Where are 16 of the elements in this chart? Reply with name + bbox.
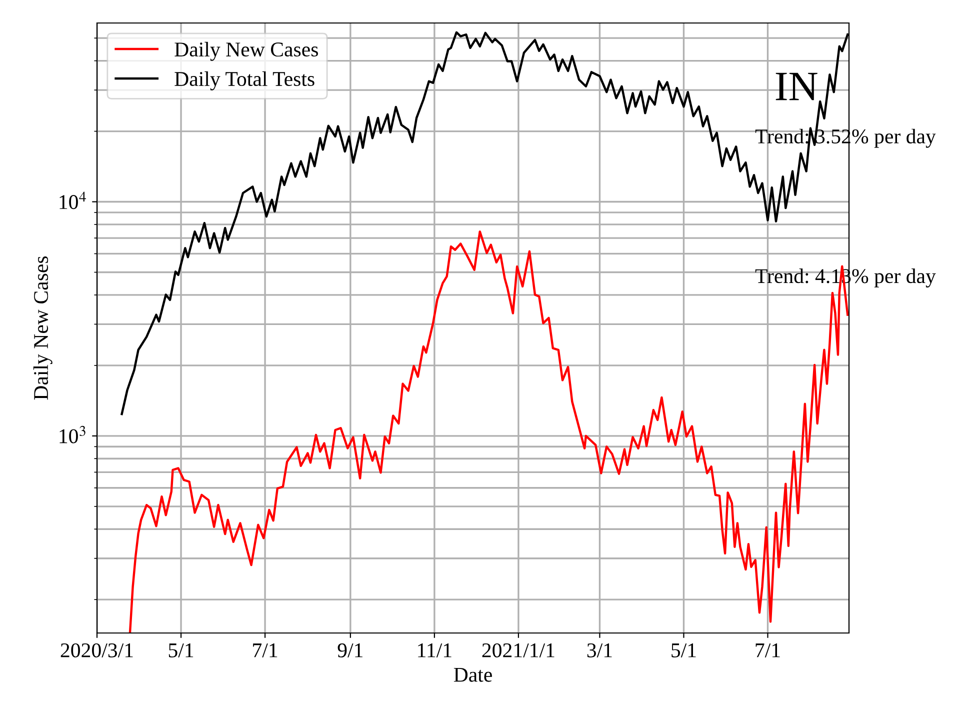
x-tick-label: 9/1	[338, 643, 362, 658]
x-tick-label: 7/1	[756, 643, 780, 658]
x-tick-label: 2020/3/1	[60, 643, 133, 658]
y-tick-label: 10$^{4}$	[60, 192, 86, 210]
x-tick-label: 11/1	[418, 643, 452, 658]
legend-label: Daily New Cases	[174, 42, 318, 61]
legend-label: Daily Total Tests	[174, 71, 314, 90]
x-tick-label: 5/1	[672, 643, 696, 658]
x-tick-label: 7/1	[253, 643, 278, 658]
x-tick-label: 5/1	[168, 643, 194, 658]
x-tick-label: 2021/1/1	[482, 643, 554, 658]
x-axis-title: Date	[454, 668, 492, 682]
x-tick-label: 3/1	[587, 643, 612, 658]
annotation: IN	[776, 72, 818, 100]
y-tick-label: 10$^{3}$	[60, 426, 86, 444]
y-axis-title: Daily New Cases	[33, 256, 52, 400]
